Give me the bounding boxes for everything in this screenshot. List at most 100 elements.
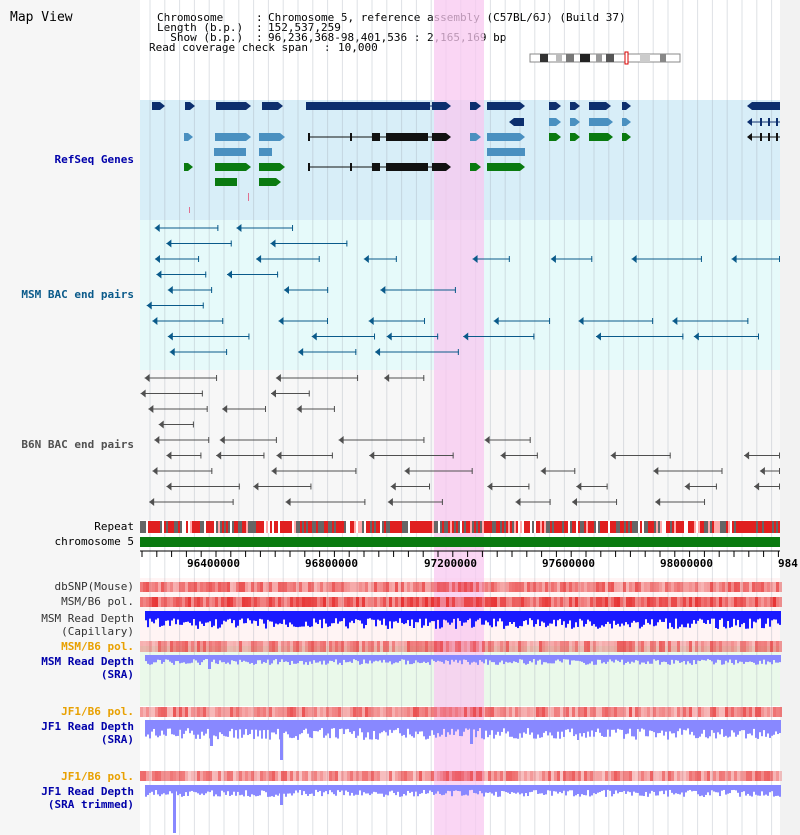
depth-bar (773, 611, 775, 620)
pol-strip (170, 582, 173, 592)
depth-bar (685, 611, 687, 628)
depth-bar (239, 785, 241, 796)
pol-strip (497, 707, 500, 717)
pol-strip (755, 582, 758, 592)
repeat-segment (578, 521, 580, 533)
depth-bar (249, 655, 251, 664)
depth-bar (321, 655, 323, 665)
depth-bar (539, 611, 541, 627)
depth-bar (409, 655, 411, 665)
pol-strip (278, 582, 281, 592)
pol-strip (488, 771, 491, 781)
pol-strip (464, 582, 467, 592)
pol-strip (401, 641, 404, 652)
depth-bar (317, 611, 319, 624)
depth-bar (341, 720, 343, 729)
pol-strip (221, 597, 224, 607)
pol-strip (275, 597, 278, 607)
repeat-segment (672, 521, 674, 533)
depth-bar (257, 611, 259, 626)
repeat-segment (360, 521, 362, 533)
bac-end (355, 468, 357, 474)
depth-bar (627, 720, 629, 734)
repeat-segment (484, 521, 486, 533)
pol-strip (593, 582, 596, 592)
depth-bar (607, 611, 609, 622)
depth-bar (601, 720, 603, 736)
gene-exon (570, 102, 575, 110)
pol-strip (734, 597, 737, 607)
strand-arrow (226, 270, 232, 279)
pol-strip (176, 597, 179, 607)
pol-strip (470, 582, 473, 592)
pol-strip (413, 641, 416, 652)
depth-bar (347, 720, 349, 729)
depth-bar (763, 655, 765, 660)
repeat-segment (694, 521, 696, 533)
pol-strip (251, 641, 254, 652)
bac-end (454, 287, 456, 293)
pol-strip (770, 582, 773, 592)
bac-end (331, 452, 333, 459)
depth-bar (757, 785, 759, 796)
depth-bar (397, 720, 399, 729)
pol-strip (746, 641, 749, 652)
depth-bar (389, 785, 391, 792)
pol-strip (344, 641, 347, 652)
pol-strip (587, 582, 590, 592)
pol-strip (524, 707, 527, 717)
depth-bar (179, 611, 181, 625)
repeat-segment (462, 521, 464, 533)
depth-bar (449, 611, 451, 625)
strand-arrow (572, 498, 578, 506)
pol-strip (215, 597, 218, 607)
depth-bar (227, 611, 229, 620)
pol-strip (707, 597, 710, 607)
repeat-segment (536, 521, 538, 533)
depth-bar (399, 611, 401, 619)
pol-strip (284, 641, 287, 652)
pol-strip (725, 641, 728, 652)
pol-strip (623, 641, 626, 652)
pol-strip (200, 597, 203, 607)
pol-strip (182, 771, 185, 781)
strand-arrow (216, 451, 222, 460)
depth-bar (635, 720, 637, 740)
pol-strip (227, 771, 230, 781)
pol-strip (254, 597, 257, 607)
depth-bar (309, 785, 311, 794)
strand-arrow (144, 374, 150, 382)
depth-bar (411, 611, 413, 620)
pol-strip (281, 641, 284, 652)
pol-strip (695, 582, 698, 592)
depth-bar (421, 611, 423, 628)
repeat-segment (566, 521, 568, 533)
pol-strip (644, 707, 647, 717)
depth-bar (513, 720, 515, 739)
depth-bar (405, 785, 407, 796)
repeat-segment (350, 521, 352, 533)
pol-strip (236, 707, 239, 717)
depth-bar (533, 720, 535, 739)
depth-bar (503, 611, 505, 629)
pol-strip (536, 641, 539, 652)
depth-bar (335, 611, 337, 619)
pol-strip (755, 707, 758, 717)
depth-bar (211, 655, 213, 662)
gene-exon (308, 163, 310, 171)
depth-bar (385, 785, 387, 795)
depth-bar (713, 785, 715, 792)
label-msm-pol-cap: MSM/B6 pol. (61, 595, 134, 608)
depth-bar (731, 720, 733, 731)
pol-strip (440, 597, 443, 607)
depth-bar (587, 655, 589, 665)
depth-bar (275, 655, 277, 660)
pol-strip (770, 707, 773, 717)
depth-bar (155, 720, 157, 736)
depth-bar (377, 785, 379, 794)
depth-bar (279, 655, 281, 662)
depth-bar (225, 785, 227, 795)
pol-strip (173, 641, 176, 652)
depth-bar (285, 655, 287, 662)
